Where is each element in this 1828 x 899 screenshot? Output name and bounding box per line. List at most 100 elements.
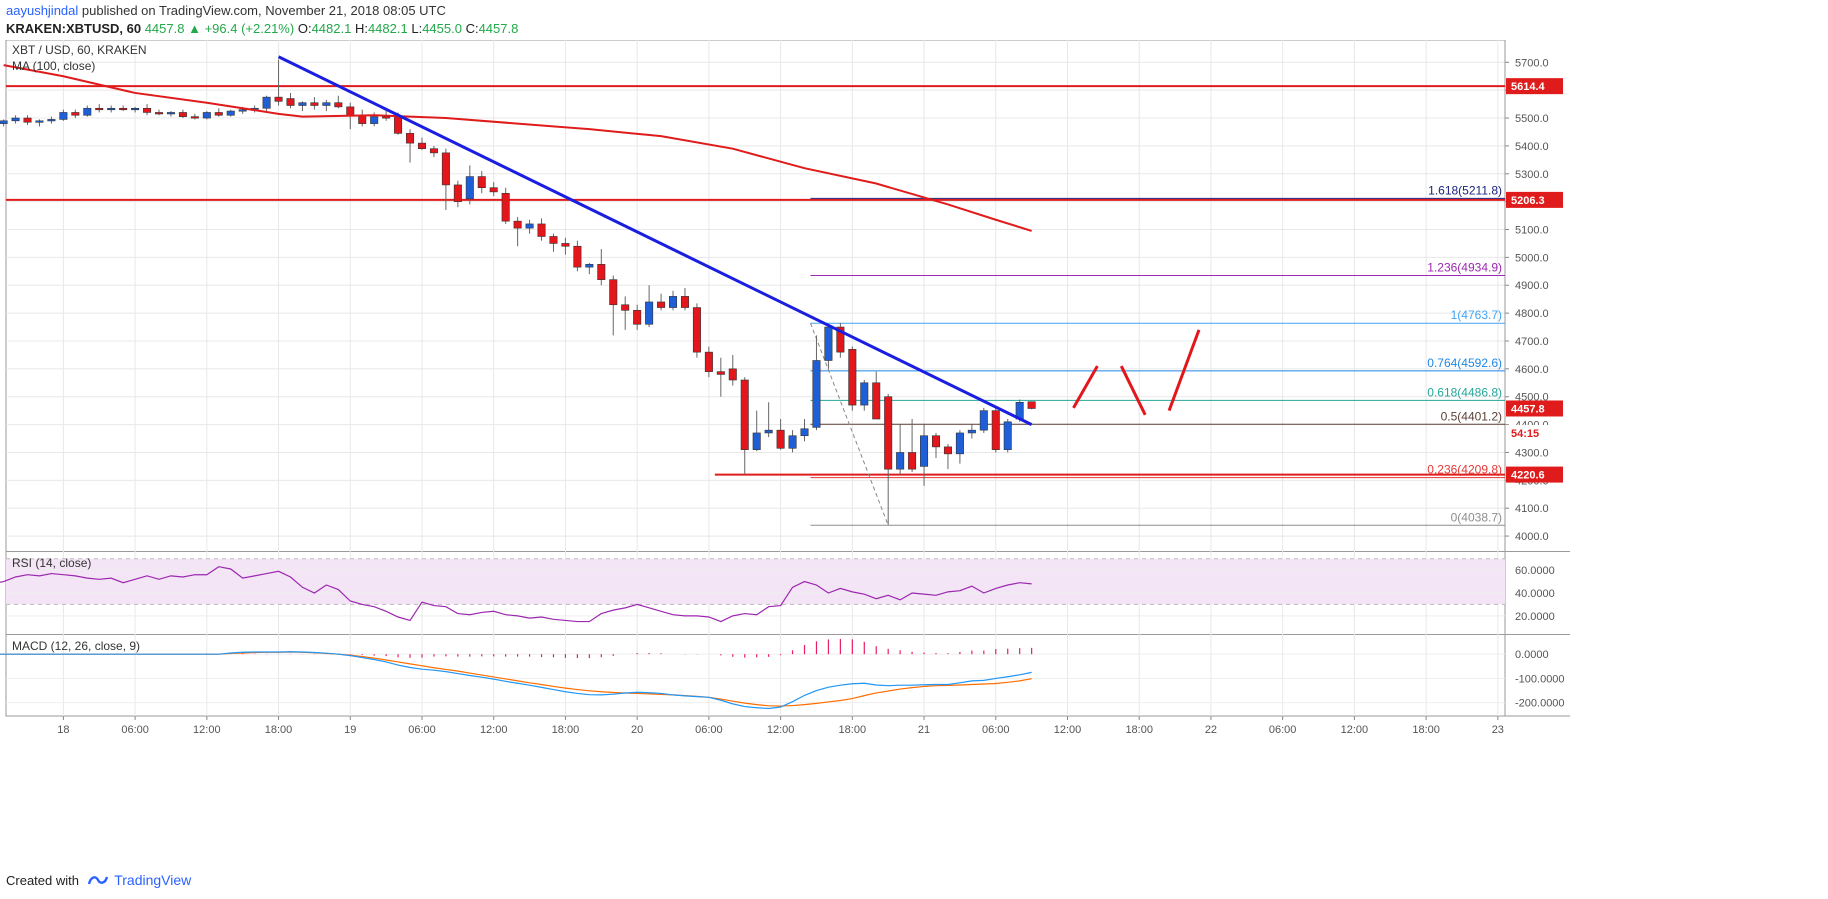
x-tick-label: 12:00 [193,724,221,736]
candle-down [716,371,725,375]
x-tick-label: 21 [918,724,930,736]
candle-down [549,236,558,244]
candle-down [848,349,857,406]
candle-down [621,304,630,311]
candle-up [645,301,654,325]
rsi-tick-label: 20.0000 [1515,611,1555,623]
candle-up [585,264,594,268]
candle-up [298,102,307,106]
candle-down [406,133,415,144]
x-tick-label: 22 [1205,724,1217,736]
y-tick-label: 5000.0 [1515,252,1549,264]
candle-down [429,148,438,154]
open-label: O: [297,21,312,36]
high-value: 4482.1 [367,21,408,36]
countdown-tag-box [1506,424,1563,441]
macd-line [0,651,1032,710]
candle-up [0,120,8,124]
y-tick-label: 5100.0 [1515,225,1549,237]
candle-down [417,142,426,149]
candle-up [764,429,773,434]
rsi-tick-label: 40.0000 [1515,588,1555,600]
rsi-tick-label: 60.0000 [1515,565,1555,577]
candle-down [119,107,128,111]
y-tick-label: 4900.0 [1515,280,1549,292]
x-tick-label: 23 [1492,724,1504,736]
candle-down [501,192,510,222]
y-tick-label: 4700.0 [1515,336,1549,348]
x-tick-label: 18:00 [839,724,867,736]
close-value: 4457.8 [478,21,519,36]
created-with-text: Created with [6,873,79,888]
candle-down [573,245,582,268]
x-tick-label: 19 [344,724,356,736]
candle-up [131,107,140,111]
rsi-line [0,566,1032,623]
chart-area[interactable]: 18 06:00 12:00 18:00 19 06:00 12:00 18:00 20 06:0… [0,40,1828,868]
candle-up [860,382,869,406]
candle-down [931,435,941,448]
support-price-tag-box [1506,191,1563,208]
candle-down [382,116,391,119]
x-tick-label: 06:00 [695,724,723,736]
candle-down [1027,401,1036,409]
candle-down [453,184,462,202]
y-tick-label: 4800.0 [1515,308,1549,320]
candle-up [59,112,68,120]
x-tick-label: 20 [631,724,643,736]
y-tick-label: 4600.0 [1515,364,1549,376]
fib-diagonal [810,323,889,526]
candle-down [286,98,295,106]
macd-tick-label: -200.0000 [1515,698,1565,710]
y-tick-label: 5700.0 [1515,57,1549,69]
low-value: 4455.0 [422,21,462,36]
fib-level-label: 0(4038.7) [1451,510,1502,524]
candle-down [155,112,164,115]
x-tick-label: 18:00 [265,724,293,736]
candle-down [728,368,737,381]
y-tick-label: 5400.0 [1515,141,1549,153]
close-label: C: [465,21,479,36]
author-link[interactable]: aayushjindal [6,3,79,18]
forecast-stroke [1072,365,1099,409]
candle-up [262,96,271,109]
countdown-tag: 54:15 [1511,428,1539,440]
support-price-tag-box [1506,78,1563,95]
y-tick-label: 4000.0 [1515,531,1549,543]
candle-down [908,452,917,470]
rsi-band [6,558,1505,605]
macd-tick-label: -100.0000 [1515,673,1565,685]
candle-down [178,112,187,117]
publish-line: aayushjindal published on TradingView.co… [6,3,446,18]
last-price-tag: 4457.8 [1511,403,1545,415]
candle-down [597,264,606,280]
support-price-tag: 5614.4 [1511,81,1546,93]
x-tick-label: 18:00 [552,724,580,736]
candle-up [465,176,474,200]
last-price: 4457.8 [144,21,185,36]
candle-down [740,379,749,450]
x-tick-label: 12:00 [480,724,508,736]
candle-up [47,119,56,122]
candle-up [370,116,379,124]
candle-down [513,220,522,229]
candle-down [704,351,713,372]
x-tick-label: 18:00 [1412,724,1440,736]
forecast-stroke [1167,329,1201,412]
price-change: ▲ +96.4 (+2.21%) [188,21,295,36]
tradingview-brand[interactable]: TradingView [114,872,192,888]
candle-up [226,110,235,116]
candle-up [955,432,964,455]
y-tick-label: 5300.0 [1515,169,1549,181]
candle-up [35,120,44,123]
x-tick-label: 12:00 [1341,724,1369,736]
x-tick-label: 06:00 [408,724,436,736]
candle-down [633,310,642,325]
candle-down [884,396,893,470]
y-tick-label: 4300.0 [1515,447,1549,459]
candle-down [680,296,689,308]
candle-down [71,112,80,116]
ma-line [3,64,1032,232]
candles [0,59,1036,525]
fib-level-label: 0.5(4401.2) [1441,409,1502,423]
